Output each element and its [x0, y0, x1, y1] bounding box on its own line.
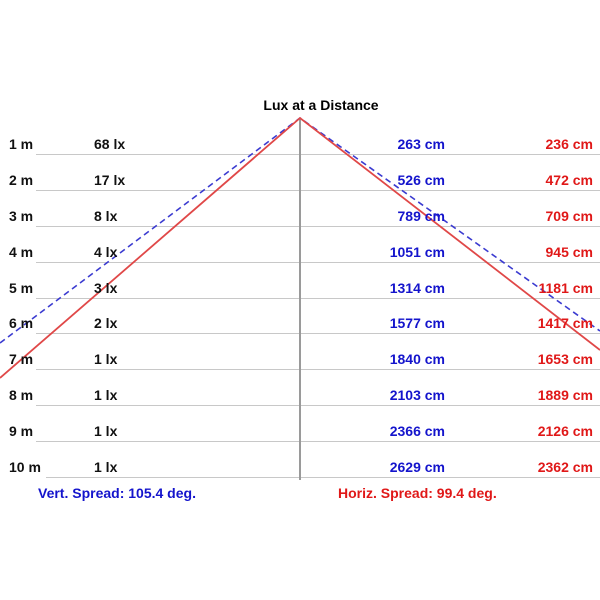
horiz-spread-label: Horiz. Spread: 99.4 deg.	[338, 485, 497, 501]
chart-title: Lux at a Distance	[263, 97, 379, 113]
lux-value: 1 lx	[94, 459, 118, 475]
lux-value: 1 lx	[94, 423, 118, 439]
distance-label: 5 m	[9, 280, 34, 296]
horiz-width-value: 1653 cm	[537, 351, 593, 367]
horiz-width-value: 1889 cm	[537, 387, 593, 403]
horiz-spread-line	[0, 116, 600, 379]
vert-spread-label: Vert. Spread: 105.4 deg.	[38, 485, 196, 501]
vert-width-value: 1577 cm	[389, 315, 445, 331]
lux-value: 68 lx	[94, 136, 126, 152]
vert-width-value: 2629 cm	[389, 459, 445, 475]
lux-value: 17 lx	[94, 172, 126, 188]
distance-label: 1 m	[9, 136, 34, 152]
lux-value: 8 lx	[94, 208, 118, 224]
horiz-width-value: 472 cm	[545, 172, 593, 188]
distance-label: 8 m	[9, 387, 34, 403]
vert-width-value: 2366 cm	[389, 423, 445, 439]
vert-width-value: 1314 cm	[389, 280, 445, 296]
horiz-width-value: 2126 cm	[537, 423, 593, 439]
vert-width-value: 2103 cm	[389, 387, 445, 403]
horiz-width-value: 945 cm	[545, 244, 593, 260]
distance-label: 10 m	[9, 459, 41, 475]
vert-width-value: 1051 cm	[389, 244, 445, 260]
horiz-width-value: 1181 cm	[538, 280, 594, 296]
lux-value: 2 lx	[94, 315, 118, 331]
distance-label: 3 m	[9, 208, 34, 224]
lux-value: 1 lx	[94, 351, 118, 367]
distance-label: 6 m	[9, 315, 34, 331]
distance-label: 7 m	[9, 351, 34, 367]
vert-width-value: 526 cm	[397, 172, 445, 188]
horiz-width-value: 1417 cm	[537, 315, 593, 331]
lux-value: 1 lx	[94, 387, 118, 403]
horiz-width-value: 2362 cm	[537, 459, 593, 475]
distance-label: 2 m	[9, 172, 34, 188]
vert-width-value: 263 cm	[397, 136, 445, 152]
horiz-width-value: 709 cm	[545, 208, 593, 224]
lux-value: 4 lx	[94, 244, 118, 260]
distance-label: 9 m	[9, 423, 34, 439]
vert-width-value: 1840 cm	[389, 351, 445, 367]
lux-value: 3 lx	[94, 280, 118, 296]
vert-width-value: 789 cm	[397, 208, 445, 224]
distance-label: 4 m	[9, 244, 34, 260]
horiz-width-value: 236 cm	[545, 136, 593, 152]
